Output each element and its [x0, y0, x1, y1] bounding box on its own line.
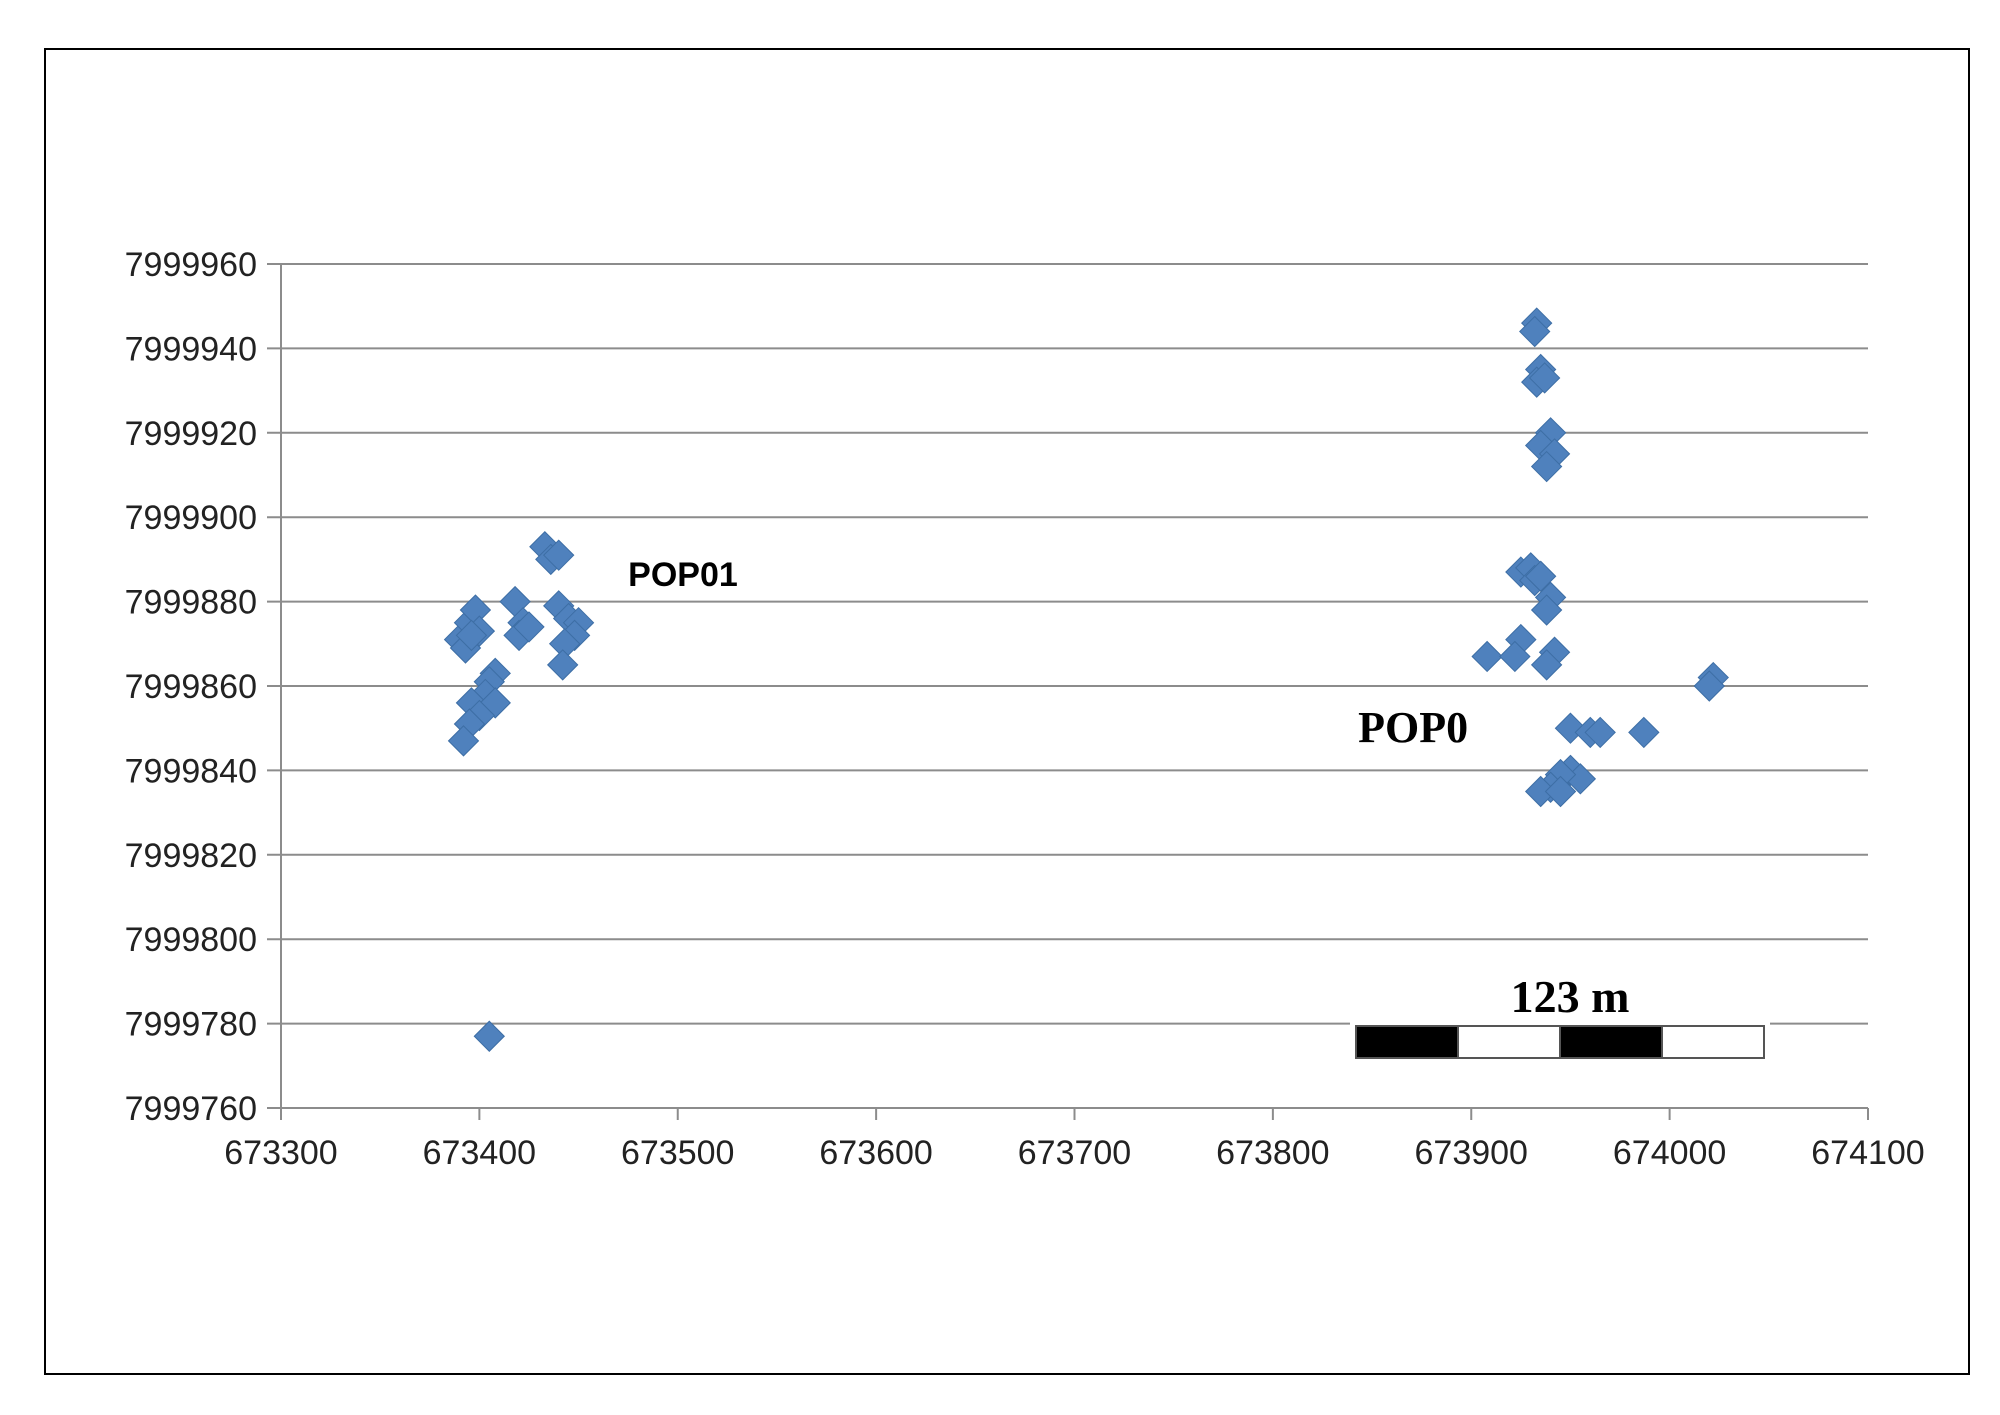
y-tick-label: 7999820	[125, 837, 257, 875]
data-point	[1530, 594, 1563, 626]
x-tick-label: 673400	[423, 1134, 536, 1172]
y-tick-label: 7999960	[125, 246, 257, 284]
scale-bar: 123 m	[1350, 971, 1770, 1062]
scale-bar-segment	[1457, 1025, 1561, 1059]
data-point	[1693, 670, 1726, 702]
y-tick-label: 7999800	[125, 921, 257, 959]
x-tick-label: 673900	[1415, 1134, 1528, 1172]
data-point	[1530, 450, 1563, 483]
data-point	[447, 725, 480, 757]
y-tick-label: 7999860	[125, 668, 257, 706]
data-point	[473, 1020, 506, 1052]
x-tick-label: 673600	[819, 1134, 932, 1172]
data-point	[1499, 640, 1531, 673]
y-tick-label: 7999880	[125, 584, 257, 622]
data-point	[513, 611, 545, 643]
x-tick-label: 673300	[224, 1134, 337, 1172]
scale-bar-segment	[1661, 1025, 1765, 1059]
y-tick-label: 7999760	[125, 1090, 257, 1128]
data-point	[543, 539, 575, 571]
scale-bar-segment	[1355, 1025, 1459, 1059]
x-tick-label: 673700	[1018, 1134, 1131, 1172]
data-point	[455, 619, 488, 652]
label-pop01: POP01	[628, 556, 738, 594]
data-point	[546, 649, 579, 681]
data-point	[1544, 775, 1577, 808]
y-tick-label: 7999920	[125, 415, 257, 453]
label-pop0: POP0	[1358, 703, 1468, 752]
annotations: POP01 POP0	[628, 556, 1468, 752]
data-point	[1519, 315, 1551, 348]
data-point	[1584, 716, 1616, 749]
scale-bar-label: 123 m	[1511, 971, 1630, 1022]
data-point	[1528, 362, 1561, 394]
x-tick-label: 673800	[1216, 1134, 1329, 1172]
data-point	[1628, 716, 1660, 749]
data-point	[1524, 560, 1557, 592]
data-point	[1471, 640, 1503, 673]
y-tick-label: 7999780	[125, 1006, 257, 1044]
x-tick-label: 674000	[1613, 1134, 1726, 1172]
scale-bar-segment	[1559, 1025, 1663, 1059]
y-tick-label: 7999840	[125, 752, 257, 790]
x-tick-label: 674100	[1811, 1134, 1924, 1172]
x-tick-label: 673500	[621, 1134, 734, 1172]
data-point	[1530, 649, 1563, 681]
data-points	[443, 307, 1729, 1052]
y-tick-label: 7999940	[125, 330, 257, 368]
chart-frame	[44, 48, 1970, 1375]
y-tick-label: 7999900	[125, 499, 257, 537]
axes: 7999760 7999780 7999800 7999820 7999840 79998…	[125, 246, 1925, 1172]
